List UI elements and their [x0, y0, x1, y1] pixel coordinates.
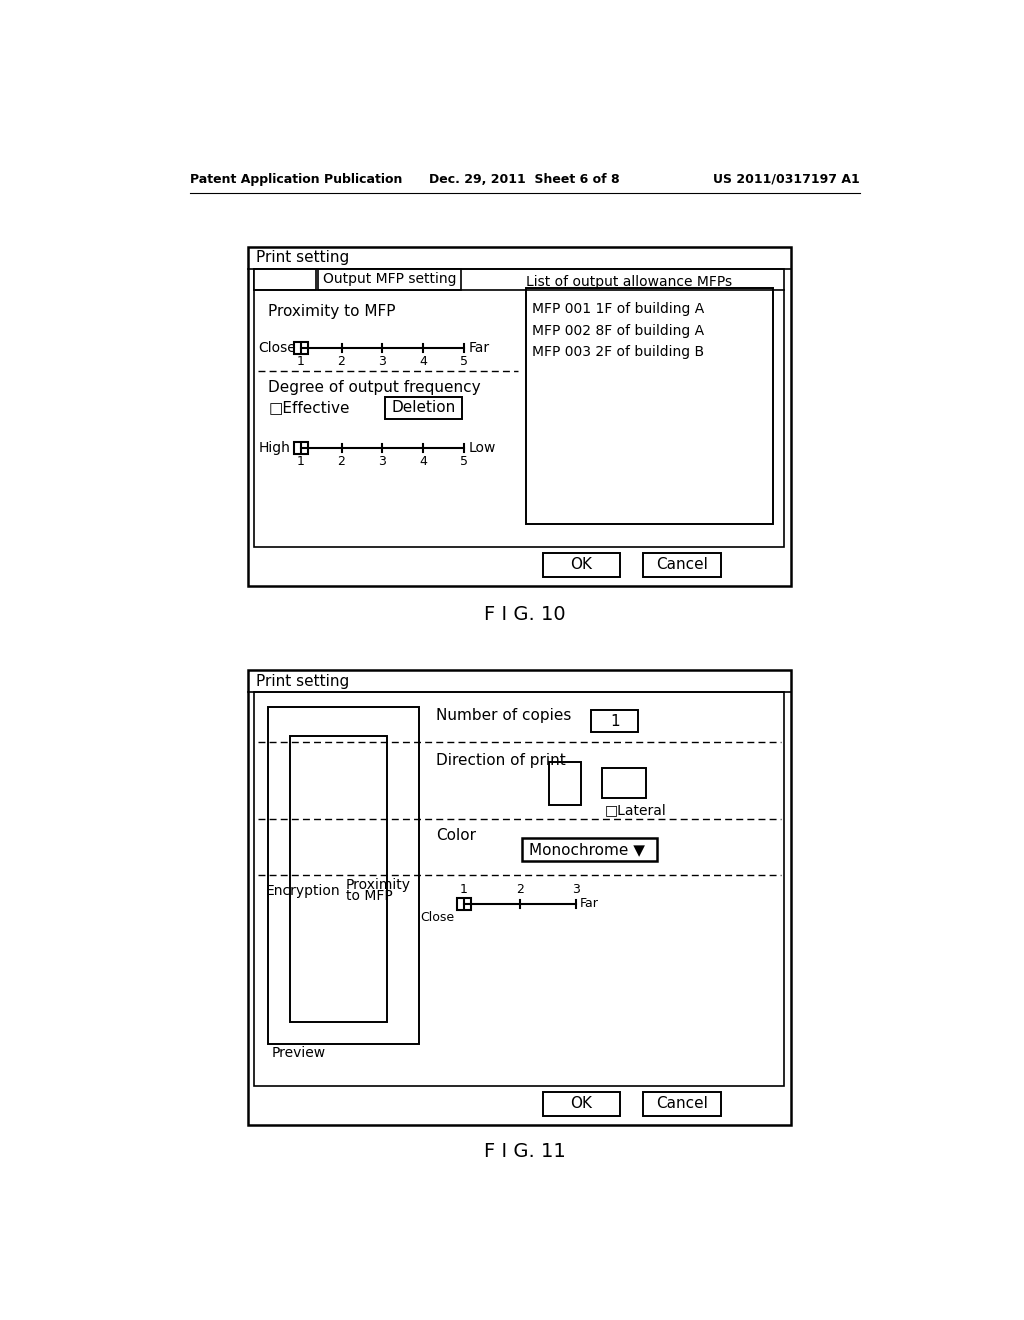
Text: Close: Close: [258, 341, 296, 355]
Bar: [601, 768, 646, 797]
Text: 1: 1: [610, 714, 620, 729]
Bar: [549, 762, 582, 805]
Text: Cancel: Cancel: [656, 557, 708, 573]
Text: Close: Close: [420, 911, 455, 924]
Text: 1: 1: [297, 355, 305, 368]
Bar: [543, 553, 621, 577]
Bar: [592, 710, 638, 733]
Text: 4: 4: [419, 455, 427, 469]
Text: 2: 2: [338, 355, 345, 368]
Text: Degree of output frequency: Degree of output frequency: [268, 380, 481, 396]
Bar: [525, 288, 773, 524]
Text: US 2011/0317197 A1: US 2011/0317197 A1: [713, 173, 859, 186]
Text: Deletion: Deletion: [391, 400, 456, 416]
Bar: [248, 247, 791, 586]
Bar: [254, 268, 784, 548]
Bar: [294, 442, 308, 454]
Bar: [385, 397, 462, 418]
Text: 2: 2: [338, 455, 345, 469]
Bar: [268, 708, 420, 1044]
Text: Number of copies: Number of copies: [436, 708, 571, 722]
Text: Far: Far: [580, 898, 599, 911]
Text: □Lateral: □Lateral: [604, 803, 667, 817]
Text: 4: 4: [419, 355, 427, 368]
Text: F I G. 10: F I G. 10: [484, 605, 565, 624]
Text: 3: 3: [572, 883, 580, 896]
Text: Cancel: Cancel: [656, 1097, 708, 1111]
Text: F I G. 11: F I G. 11: [484, 1142, 565, 1162]
Text: OK: OK: [570, 1097, 592, 1111]
Text: MFP 002 8F of building A: MFP 002 8F of building A: [531, 323, 703, 338]
Bar: [254, 692, 784, 1086]
Text: Patent Application Publication: Patent Application Publication: [190, 173, 402, 186]
Bar: [643, 1093, 721, 1115]
Text: 1: 1: [297, 455, 305, 469]
Text: Direction of print: Direction of print: [436, 752, 566, 768]
Bar: [248, 671, 791, 1125]
Text: Monochrome ▼: Monochrome ▼: [529, 842, 645, 858]
Bar: [643, 553, 721, 577]
Bar: [254, 268, 316, 290]
Text: 2: 2: [516, 883, 523, 896]
Text: Far: Far: [468, 341, 489, 355]
Text: Low: Low: [468, 441, 496, 455]
Text: Dec. 29, 2011  Sheet 6 of 8: Dec. 29, 2011 Sheet 6 of 8: [429, 173, 621, 186]
Bar: [543, 1093, 621, 1115]
Text: 1: 1: [460, 883, 468, 896]
Text: 5: 5: [460, 355, 468, 368]
Text: MFP 001 1F of building A: MFP 001 1F of building A: [531, 302, 705, 317]
Text: 5: 5: [460, 455, 468, 469]
Bar: [294, 342, 308, 354]
Text: Proximity: Proximity: [346, 878, 411, 892]
Text: Proximity to MFP: Proximity to MFP: [268, 304, 395, 319]
Bar: [317, 268, 461, 290]
Text: Print setting: Print setting: [256, 673, 349, 689]
Text: Preview: Preview: [271, 1047, 326, 1060]
Text: Encryption: Encryption: [266, 884, 341, 899]
Text: to MFP: to MFP: [346, 890, 392, 903]
Text: 3: 3: [378, 355, 386, 368]
Bar: [457, 898, 471, 909]
Text: OK: OK: [570, 557, 592, 573]
Text: Output MFP setting: Output MFP setting: [323, 272, 456, 286]
Text: List of output allowance MFPs: List of output allowance MFPs: [525, 276, 732, 289]
Text: □Effective: □Effective: [268, 400, 350, 416]
Text: High: High: [258, 441, 290, 455]
Text: Color: Color: [436, 829, 476, 843]
Text: 3: 3: [378, 455, 386, 469]
Bar: [521, 838, 657, 862]
Text: Print setting: Print setting: [256, 251, 349, 265]
Bar: [290, 737, 387, 1022]
Text: MFP 003 2F of building B: MFP 003 2F of building B: [531, 346, 703, 359]
